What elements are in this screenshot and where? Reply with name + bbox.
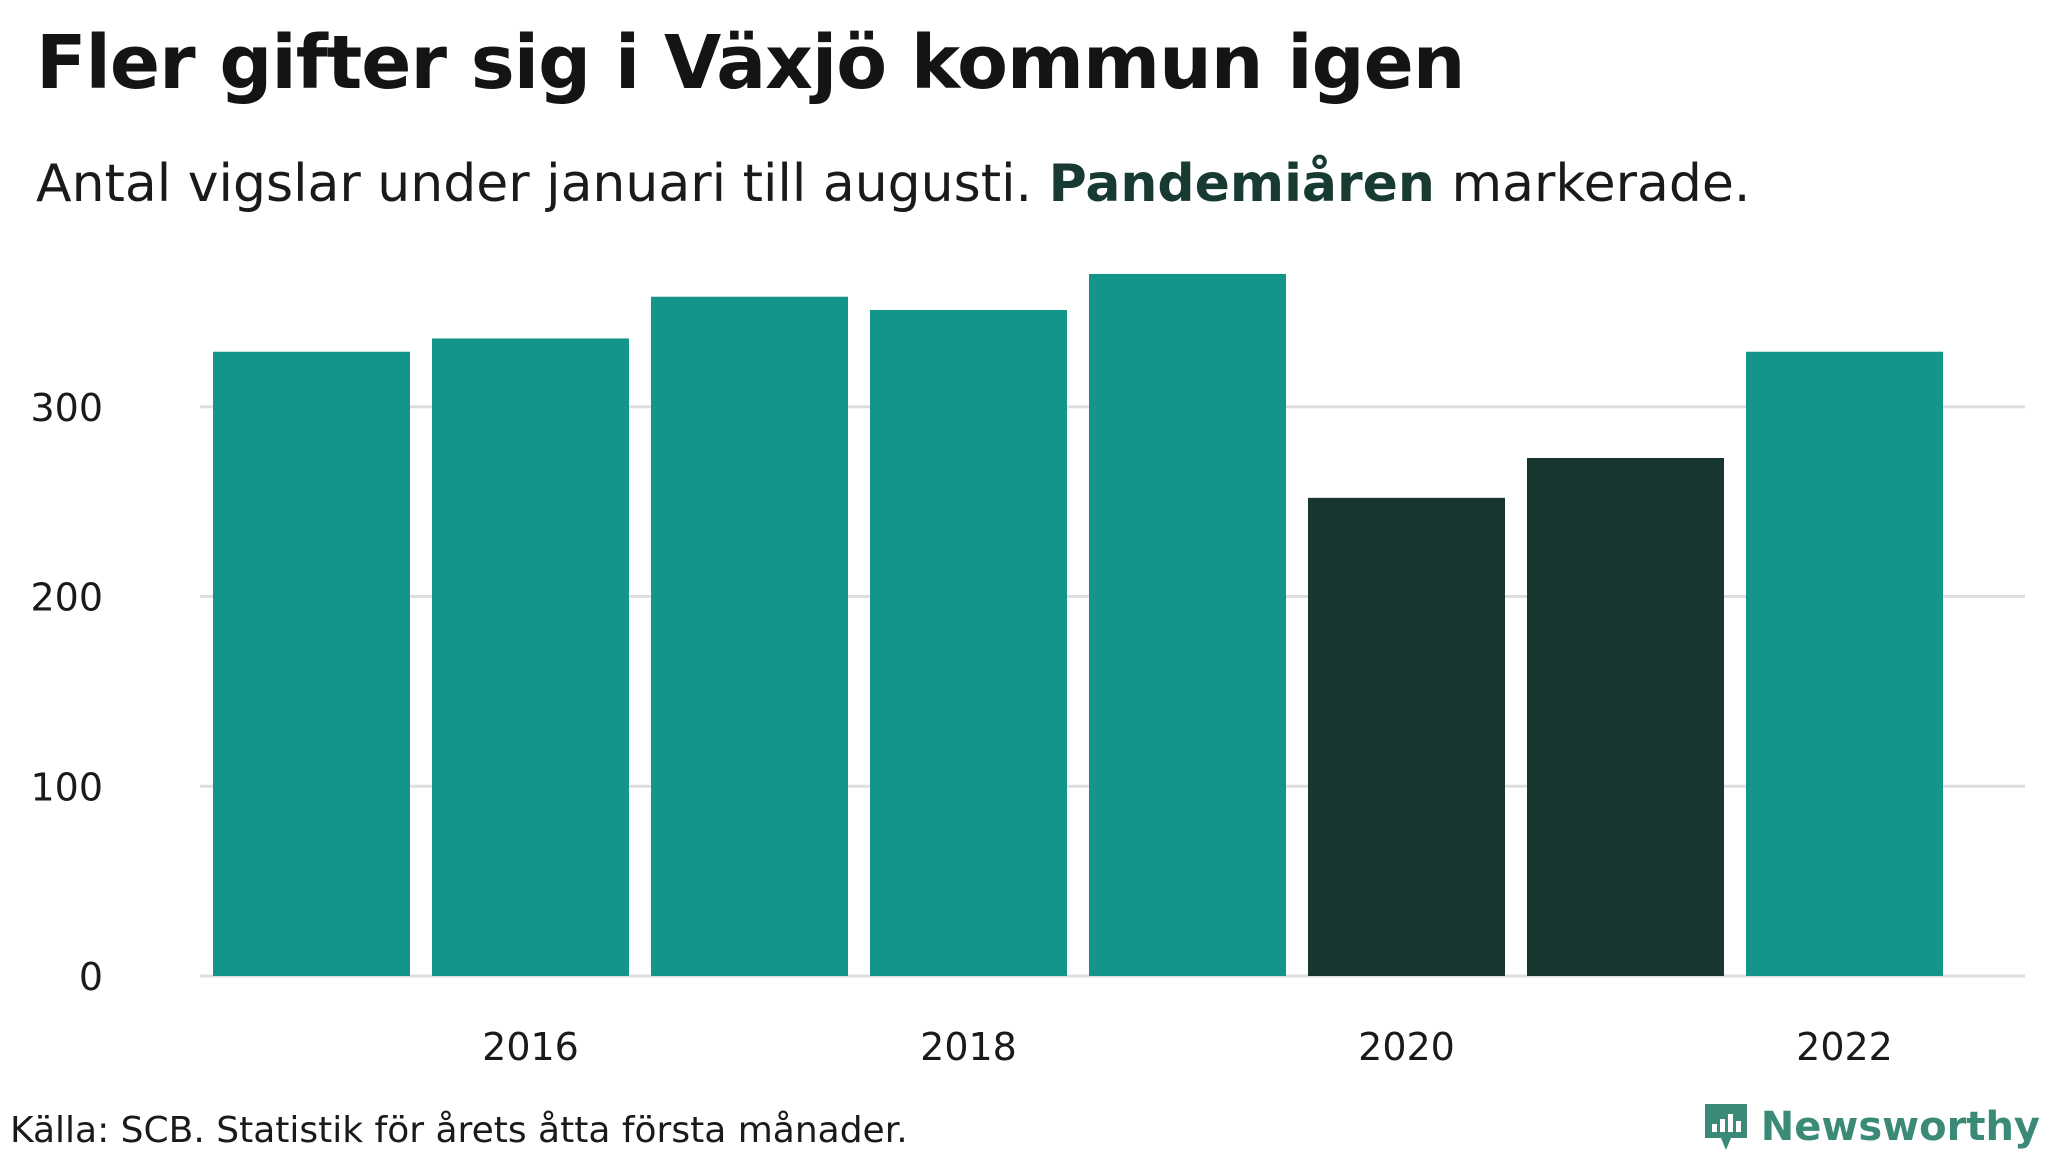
bar-2016 — [432, 338, 629, 976]
x-tick-label: 2016 — [482, 1025, 579, 1069]
brand-name: Newsworthy — [1760, 1104, 2040, 1150]
subtitle-highlight-pandemic-years: Pandemiåren — [1048, 154, 1435, 214]
bar-2017 — [651, 296, 848, 976]
bar-2019 — [1089, 273, 1286, 976]
y-tick-label: 300 — [30, 386, 103, 430]
bar-2015 — [213, 351, 410, 976]
chart-subtitle: Antal vigslar under januari till augusti… — [36, 154, 1750, 214]
x-tick-label: 2022 — [1796, 1025, 1893, 1069]
bar-2021 — [1527, 458, 1724, 976]
bar-2018 — [870, 310, 1067, 976]
brand-logo: Newsworthy — [1701, 1100, 2040, 1154]
bar-2020 — [1308, 497, 1505, 976]
chart-title: Fler gifter sig i Växjö kommun igen — [36, 20, 1465, 106]
subtitle-text: Antal vigslar under januari till augusti… — [36, 154, 1049, 214]
y-tick-label: 200 — [30, 576, 103, 620]
y-tick-label: 0 — [79, 955, 103, 999]
newsworthy-bar-chart-logo-icon — [1704, 1104, 1747, 1150]
subtitle-text-end: markerade. — [1434, 154, 1751, 214]
x-tick-label: 2018 — [920, 1025, 1017, 1069]
x-tick-label: 2020 — [1358, 1025, 1455, 1069]
y-tick-label: 100 — [30, 765, 103, 809]
source-note: Källa: SCB. Statistik för årets åtta för… — [10, 1110, 908, 1151]
bar-2022 — [1746, 351, 1943, 976]
